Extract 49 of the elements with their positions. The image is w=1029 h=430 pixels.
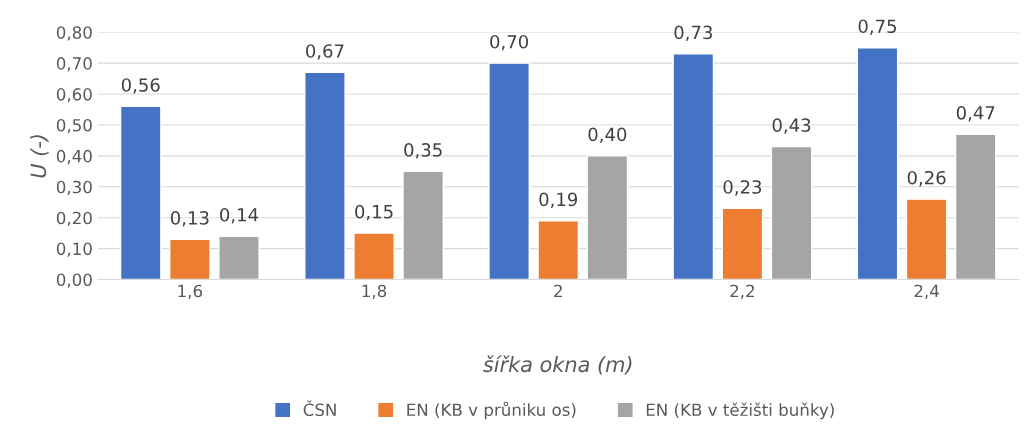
data-label: 0,23 [723, 180, 762, 196]
data-label: 0,19 [539, 192, 578, 209]
data-label: 0,14 [220, 207, 259, 224]
data-label: 0,75 [858, 19, 897, 35]
data-label: 0,70 [490, 34, 529, 51]
bar [905, 198, 948, 280]
bar [169, 238, 211, 280]
legend-label: EN (KB v těžišti buňky) [646, 402, 834, 420]
x-axis-title: šířka okna (m) [483, 355, 632, 375]
x-tick-label: 1,8 [362, 284, 387, 299]
bar [353, 232, 395, 280]
data-label: 0,47 [956, 105, 995, 122]
bar [672, 53, 715, 280]
data-label: 0,15 [355, 204, 393, 221]
y-tick-label: 0,40 [56, 149, 92, 165]
y-tick-label: 0,50 [56, 118, 92, 134]
y-tick-label: 0,60 [56, 88, 92, 103]
x-tick-label: 2,2 [730, 284, 755, 299]
bar [488, 62, 530, 280]
bar [119, 105, 162, 280]
data-label: 0,40 [588, 127, 627, 144]
y-axis-title: U (-) [30, 135, 49, 178]
data-label: 0,35 [404, 143, 442, 159]
legend-label: EN (KB v průniku os) [407, 401, 576, 420]
bar [537, 220, 580, 280]
legend-label: ČSN [303, 400, 336, 417]
y-tick-label: 0,10 [56, 242, 92, 257]
bar [721, 207, 764, 280]
x-tick-label: 2 [554, 284, 562, 298]
y-tick-label: 0,00 [56, 273, 92, 288]
y-tick-label: 0,70 [56, 57, 92, 72]
data-label: 0,67 [306, 44, 344, 60]
x-tick-label: 1,6 [178, 284, 203, 299]
bar [954, 133, 997, 280]
bar [770, 145, 813, 280]
data-label: 0,43 [772, 118, 811, 134]
data-label: 0,26 [907, 170, 946, 187]
bar [218, 235, 260, 280]
data-label: 0,13 [170, 211, 209, 227]
bar [304, 71, 346, 280]
bar [856, 47, 899, 280]
x-tick-label: 2,4 [914, 284, 939, 299]
bar [586, 155, 629, 280]
bar [402, 170, 444, 280]
y-tick-label: 0,30 [56, 180, 92, 196]
y-tick-label: 0,80 [56, 26, 92, 41]
data-label: 0,56 [121, 78, 160, 94]
y-tick-label: 0,20 [56, 211, 92, 226]
data-label: 0,73 [674, 25, 712, 42]
